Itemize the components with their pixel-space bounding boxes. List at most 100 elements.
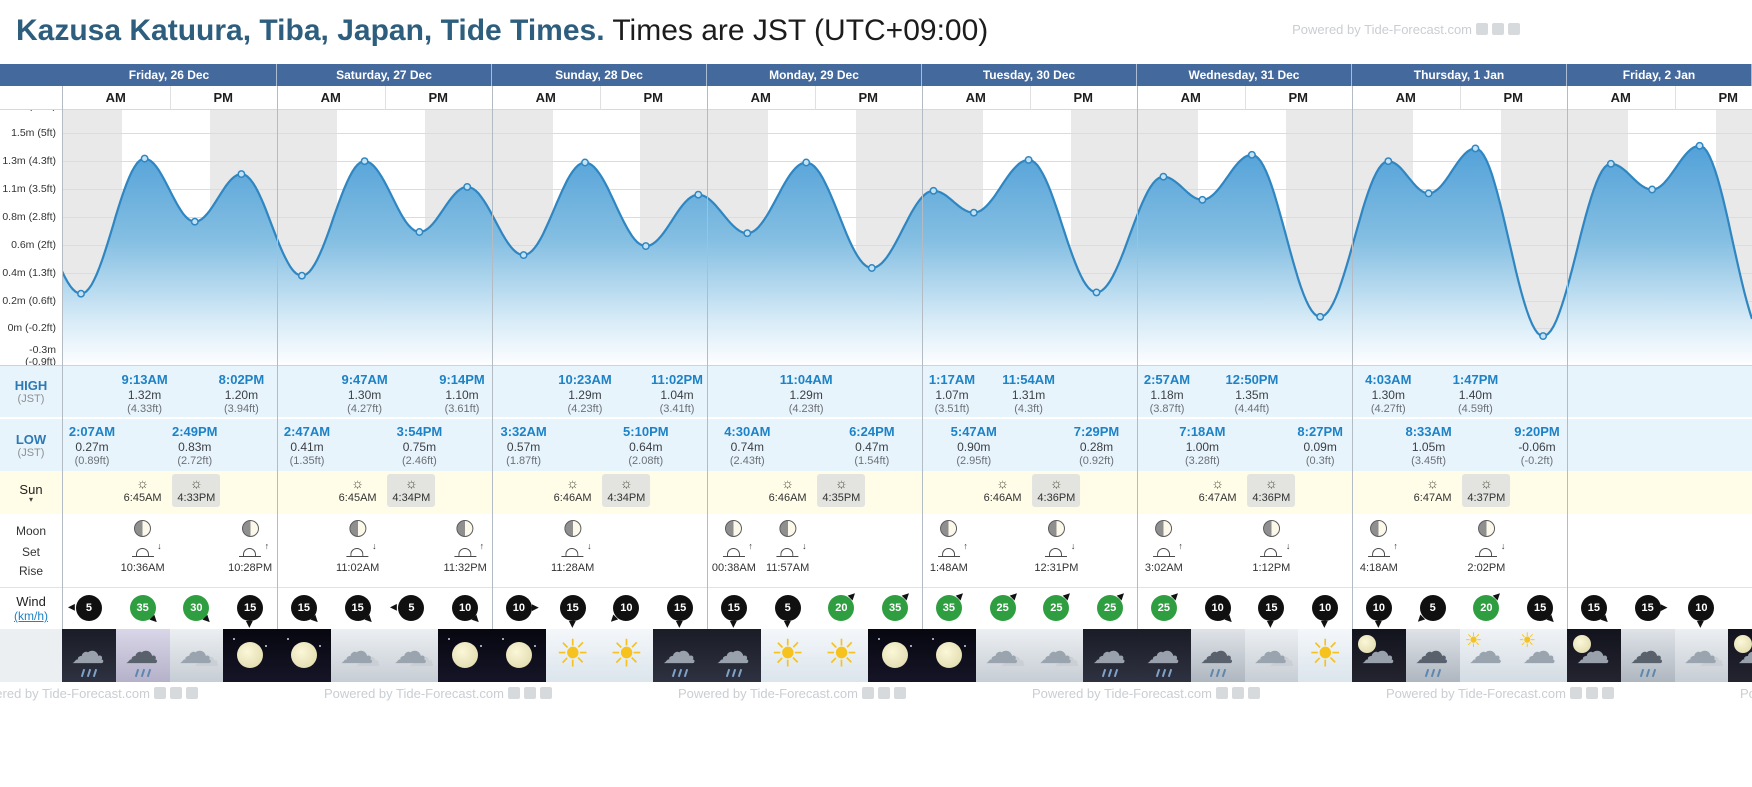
ampm-pm-label: PM bbox=[1288, 90, 1309, 105]
moon-time: 11:28AM bbox=[551, 562, 595, 574]
sunset-entry: ☼ 4:34PM bbox=[387, 474, 436, 507]
rain-drop bbox=[1424, 668, 1429, 678]
tide-extreme-dot bbox=[581, 158, 589, 167]
rain-drop bbox=[1161, 668, 1167, 678]
day-header-label: Sunday, 28 Dec bbox=[555, 68, 643, 82]
weather-icon-sleet: ☁ bbox=[115, 629, 170, 682]
watermark-text: Powered by Tide-Forecast.com bbox=[324, 686, 504, 701]
high-tide-entry: 1:17AM 1.07m (3.51ft) bbox=[929, 372, 975, 417]
moon-set-entry: ↓ 2:02PM bbox=[1467, 520, 1505, 574]
cloud-icon: ☁ bbox=[124, 633, 159, 671]
sunrise-entry: ☼ 6:47AM bbox=[1414, 476, 1452, 504]
ampm-am-label: AM bbox=[965, 90, 986, 105]
tide-height-ft: (2.43ft) bbox=[729, 455, 765, 468]
wind-badge: 5 ▶ bbox=[68, 595, 102, 621]
rain-drop bbox=[683, 668, 689, 678]
moon-rise-entry: ↑ 00:38AM bbox=[712, 520, 756, 574]
tide-extreme-dot bbox=[1606, 159, 1615, 168]
rain-drop bbox=[92, 668, 98, 678]
moon-phase-icon bbox=[940, 520, 958, 537]
wind-direction-arrow: ▶ bbox=[1373, 621, 1384, 628]
wind-direction-arrow: ▶ bbox=[1660, 602, 1668, 612]
wind-badge: 35 ▶ bbox=[129, 595, 160, 625]
chart-gridline bbox=[62, 161, 1752, 163]
wind-badge: 15 ▶ bbox=[344, 595, 375, 625]
weather-icon-sunny: ☀ bbox=[545, 629, 600, 682]
rain-drop bbox=[80, 668, 86, 678]
wind-speed-value: 15 bbox=[1580, 595, 1607, 621]
tide-height-ft: (2.72ft) bbox=[177, 455, 213, 468]
star-icon bbox=[910, 645, 913, 647]
y-axis-label: 0m (-0.2ft) bbox=[7, 322, 56, 335]
rain-drop bbox=[1113, 668, 1119, 678]
cloud-icon: ☁ bbox=[662, 633, 697, 671]
wind-speed-value: 20 bbox=[1473, 595, 1500, 621]
moon-rise-entry: ↑ 11:32PM bbox=[444, 520, 487, 574]
wind-speed-value: 5 bbox=[75, 595, 102, 621]
wind-direction-arrow: ▶ bbox=[1320, 621, 1331, 628]
halfday-separator bbox=[1674, 86, 1676, 110]
tide-time: 5:10PM bbox=[623, 424, 669, 439]
weather-icon-cloudy: ☁ ☁ bbox=[330, 629, 385, 682]
weather-icon-clear-night bbox=[922, 629, 976, 682]
wind-badge: 20 ▶ bbox=[1473, 589, 1503, 621]
tide-height-m: 0.47m bbox=[855, 440, 889, 455]
wind-units-link[interactable]: (km/h) bbox=[14, 609, 48, 623]
cloud-icon: ☁ bbox=[408, 642, 435, 672]
wind-speed-value: 15 bbox=[237, 595, 264, 621]
moon-rise-entry: ↑ 4:18AM bbox=[1360, 520, 1398, 574]
watermark-top: Powered by Tide-Forecast.com bbox=[1292, 22, 1520, 37]
wind-speed-value: 15 bbox=[667, 595, 694, 621]
rain-drop bbox=[1155, 668, 1161, 678]
day-header-cell: Tuesday, 30 Dec bbox=[922, 64, 1137, 86]
tide-time: 5:47AM bbox=[950, 424, 997, 439]
wind-speed-value: 10 bbox=[452, 595, 479, 621]
rain-icon bbox=[671, 668, 689, 678]
watermark-bottom: Powered by Tide-Forecast.com bbox=[0, 686, 198, 701]
sun-row: Sun ▾ ☼ 6:45AM ☼ 4:33PM ☼ 6:45AM ☼ 4:34PM ☼ 6:46A… bbox=[0, 471, 1752, 514]
sunrise-entry: ☼ 6:45AM bbox=[124, 476, 162, 504]
sunset-time: 4:34PM bbox=[607, 492, 646, 504]
tide-curve-line bbox=[62, 144, 1752, 338]
low-tide-entry: 5:47AM 0.90m (2.95ft) bbox=[951, 424, 997, 469]
tide-height-m: 0.74m bbox=[730, 440, 764, 455]
day-header-label: Friday, 26 Dec bbox=[128, 68, 210, 82]
wind-speed-value: 10 bbox=[1204, 595, 1231, 621]
sun-label: Sun bbox=[19, 482, 43, 497]
ampm-pm-label: PM bbox=[428, 90, 449, 105]
moon-time: 10:28PM bbox=[228, 562, 273, 574]
tide-extreme-dot bbox=[360, 157, 369, 166]
cloud-icon: ☁ bbox=[1268, 642, 1295, 672]
rain-drop bbox=[737, 668, 743, 678]
moon-set-arrow-icon: ↓ bbox=[1500, 541, 1506, 551]
sunset-icon: ☼ bbox=[619, 475, 633, 491]
sunset-icon: ☼ bbox=[834, 475, 848, 491]
sunrise-entry: ☼ 6:47AM bbox=[1199, 476, 1237, 504]
page-header: Kazusa Katuura, Tiba, Japan, Tide Times.… bbox=[0, 0, 1752, 64]
tide-height-m: 0.57m bbox=[506, 440, 541, 455]
weather-row: ☁☁☁☁☁☁☁☁☀☀☁☁☀☀☁☁☁☁☁☁☁☁☁☀☁☁☀☁☀☁☁☁☁☁☁ bbox=[0, 629, 1752, 682]
wind-direction-arrow: ▶ bbox=[531, 602, 539, 612]
sun-selector[interactable]: Sun ▾ bbox=[0, 471, 62, 514]
tide-extreme-dot bbox=[802, 158, 811, 167]
wind-direction-arrow: ▶ bbox=[567, 621, 578, 628]
y-axis-label: 0.2m (0.6ft) bbox=[2, 294, 56, 307]
wind-badge: 15 ▶ bbox=[1258, 595, 1285, 628]
moon-rise-entry: ↑ 3:02AM bbox=[1145, 520, 1183, 574]
rain-drop bbox=[1221, 668, 1226, 678]
rain-drop bbox=[1639, 668, 1644, 678]
wind-badge: 15 ▶ bbox=[667, 595, 694, 628]
ampm-pm-label: PM bbox=[1073, 90, 1094, 105]
tide-extreme-dot bbox=[1695, 141, 1704, 150]
star-icon bbox=[265, 645, 268, 647]
moon-phase-icon bbox=[1262, 520, 1280, 537]
watermark-bottom: Powered by Tide-Forecast.com bbox=[1386, 686, 1614, 701]
tide-extreme-dot bbox=[519, 251, 528, 260]
tide-time: 9:20PM bbox=[1514, 424, 1560, 439]
wind-speed-value: 25 bbox=[1043, 595, 1070, 621]
high-tide-entry: 10:23AM 1.29m (4.23ft) bbox=[558, 372, 611, 417]
y-axis-label: 0.4m (1.3ft) bbox=[2, 266, 56, 279]
sunset-time: 4:35PM bbox=[822, 492, 861, 504]
low-tide-entry: 2:07AM 0.27m (0.89ft) bbox=[69, 424, 115, 469]
tide-extreme-dot bbox=[1384, 157, 1393, 166]
